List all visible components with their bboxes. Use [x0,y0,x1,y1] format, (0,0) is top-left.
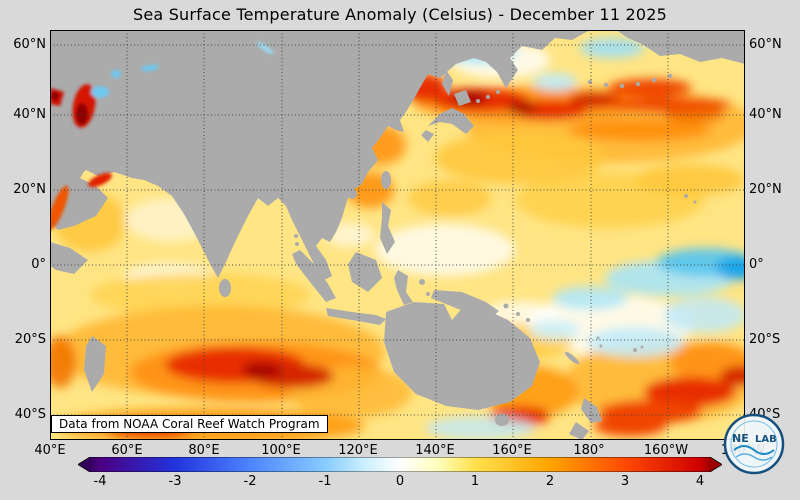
lon-label-180: 180° [573,443,605,458]
lake-balkhash [141,64,159,72]
hawaiian-islands [684,194,697,204]
map-title: Sea Surface Temperature Anomaly (Celsius… [133,5,667,24]
land-new-zealand-south [569,422,589,440]
colorbar-gradient [77,456,723,473]
lon-label-160e: 160°E [492,443,532,458]
lat-label-60n-right: 60°N [749,37,782,52]
logo-inner-ring [730,420,778,468]
colorbar-tick-m1: -1 [318,474,332,489]
colorbar-tick-0: 0 [395,474,405,489]
land-group [50,30,745,440]
land-tasmania [495,414,509,426]
red-sea [50,185,69,231]
black-sea-core [51,92,59,100]
colorbar-tick-p3: 3 [620,474,630,489]
land-sakhalin [442,70,453,96]
aral-sea [111,70,121,78]
maluku-islands [419,279,430,296]
caspian-north-cool [91,86,109,98]
lat-label-60n-left: 60°N [13,37,46,52]
lat-label-40s-left: 40°S [14,407,46,422]
land-new-zealand-north [581,398,602,423]
colorbar-tick-m2: -2 [243,474,257,489]
crw-logo: NE LAB [723,413,785,475]
lon-label-60e: 60°E [111,443,143,458]
lon-label-120e: 120°E [338,443,378,458]
land-sri-lanka [219,279,231,297]
land-hainan [347,189,357,199]
land-arabia [50,148,108,230]
data-source-caption: Data from NOAA Coral Reef Watch Program [51,415,328,433]
lat-label-0-left: 0° [31,257,46,272]
colorbar-tick-p2: 2 [545,474,555,489]
aleutian-islands [587,73,673,89]
lat-label-20s-right: 20°S [749,332,781,347]
logo-text-right: LAB [755,434,777,445]
colorbar-tick-p1: 1 [470,474,480,489]
map-border [50,30,745,440]
colorbar-tick-p4: 4 [695,474,705,489]
lon-label-160w: 160°W [643,443,689,458]
land-alaska [616,30,745,64]
lon-label-80e: 80°E [188,443,220,458]
colorbar-tick-m3: -3 [168,474,182,489]
logo-wave [733,445,775,455]
land-australia [384,302,540,410]
colorbar-tick-m4: -4 [93,474,107,489]
lon-label-140e: 140°E [415,443,455,458]
land-eurasia [50,30,590,280]
andaman-islands [294,234,299,246]
kuril-islands [476,90,500,103]
lon-label-40e: 40°E [34,443,66,458]
caspian-sea-core [76,103,88,125]
land-java [326,308,386,325]
lat-label-0-right: 0° [749,257,764,272]
melanesia-islands [503,303,644,365]
lat-label-20n-right: 20°N [749,182,782,197]
lat-label-20n-left: 20°N [13,182,46,197]
logo-wave-2 [735,453,773,461]
colorbar [77,456,723,473]
land-borneo [348,252,382,292]
land-japan-hokkaido [454,90,471,106]
lat-label-20s-left: 20°S [14,332,46,347]
land-sumatra [292,250,336,302]
lon-label-100e: 100°E [261,443,301,458]
land-taiwan [381,171,391,189]
land-philippines [380,202,395,254]
lat-label-40n-right: 40°N [749,107,782,122]
logo-text-left: NE [732,432,749,445]
land-sulawesi [394,270,413,305]
lat-label-40n-left: 40°N [13,107,46,122]
lesser-sunda-islands [391,319,417,329]
persian-gulf [88,172,112,188]
anomaly-map [50,30,745,440]
graticule [50,30,745,440]
land-africa-horn [50,242,88,274]
land-madagascar [84,336,106,392]
land-japan-kyushu [421,130,434,142]
